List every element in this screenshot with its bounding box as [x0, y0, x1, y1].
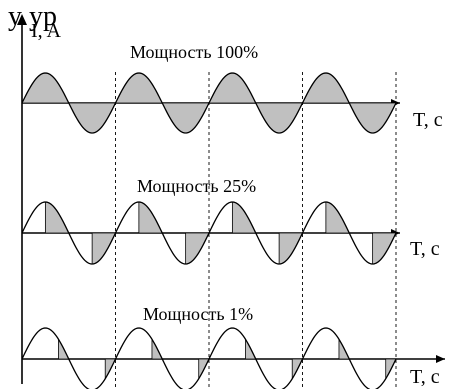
conduction-area	[91, 232, 117, 265]
x-axis-arrow-1	[436, 355, 445, 363]
sine-wave-100	[21, 72, 397, 134]
conduction-area	[348, 102, 397, 134]
conduction-area	[208, 72, 257, 104]
conduction-area	[21, 72, 70, 104]
conduction-area	[68, 102, 117, 134]
conduction-area	[372, 232, 397, 265]
conduction-area	[114, 72, 163, 104]
conduction-area	[278, 232, 304, 265]
sine-wave-25	[21, 201, 397, 265]
panel-power-1: T, c Мощность 1%	[21, 304, 445, 389]
conduction-area	[185, 232, 210, 265]
conduction-area	[255, 102, 304, 134]
header-fragment: у ур	[8, 1, 57, 32]
conduction-area	[325, 201, 350, 234]
period-dividers	[115, 72, 397, 389]
x-axis-label-100: T, c	[413, 109, 443, 131]
conduction-area	[231, 201, 257, 234]
x-axis-label-25: T, c	[410, 238, 440, 260]
conduction-area	[44, 201, 70, 234]
panel-title-100: Мощность 100%	[130, 42, 258, 62]
panel-power-25: T, c Мощность 25%	[21, 176, 440, 265]
conduction-area	[161, 102, 210, 134]
conduction-area	[301, 72, 350, 104]
x-axis-label-1: T, c	[410, 366, 440, 388]
panel-power-100: T, c Мощность 100%	[21, 42, 443, 134]
sine-wave-1	[21, 327, 397, 389]
conduction-area	[138, 201, 163, 234]
panel-title-1: Мощность 1%	[143, 304, 253, 324]
panel-title-25: Мощность 25%	[137, 176, 256, 196]
y-axis-label: I, A	[31, 20, 62, 42]
y-axis-arrow	[17, 14, 27, 25]
